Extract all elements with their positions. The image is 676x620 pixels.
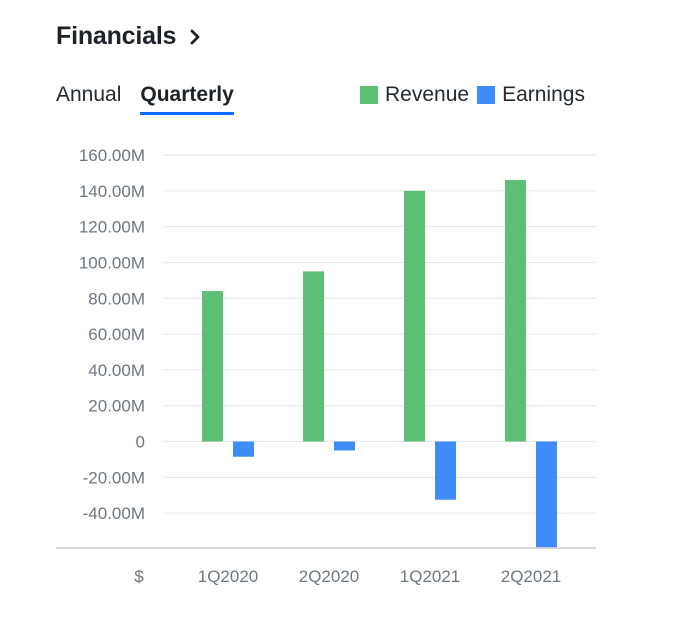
x-tick-label: 2Q2021 (501, 567, 562, 586)
y-tick-label: 140.00M (79, 182, 145, 201)
currency-label: $ (134, 567, 144, 586)
y-tick-label: 120.00M (79, 218, 145, 237)
legend-item-earnings: Earnings (477, 83, 585, 107)
earnings-bar (334, 441, 355, 451)
y-tick-label: 60.00M (88, 325, 145, 344)
revenue-bar (202, 291, 223, 442)
revenue-bar (505, 180, 526, 442)
chart-legend: Revenue Earnings (360, 83, 585, 107)
chevron-right-icon[interactable] (188, 25, 204, 49)
x-tick-label: 1Q2021 (400, 567, 461, 586)
y-tick-label: 0 (136, 433, 145, 452)
earnings-bar (233, 441, 254, 457)
earnings-bar (536, 441, 557, 548)
revenue-swatch (360, 86, 378, 104)
legend-label-earnings: Earnings (502, 83, 585, 106)
legend-label-revenue: Revenue (385, 83, 470, 106)
legend-item-revenue: Revenue (360, 83, 469, 107)
financials-header[interactable]: Financials (56, 22, 204, 51)
y-tick-label: 40.00M (88, 361, 145, 380)
y-tick-label: 100.00M (79, 253, 145, 272)
tab-quarterly[interactable]: Quarterly (140, 83, 234, 115)
y-tick-label: 20.00M (88, 397, 145, 416)
tab-annual[interactable]: Annual (56, 83, 122, 106)
period-tabs: Annual Quarterly (56, 83, 234, 115)
x-tick-label: 1Q2020 (198, 567, 259, 586)
x-tick-label: 2Q2020 (299, 567, 360, 586)
section-title[interactable]: Financials (56, 22, 177, 50)
y-tick-label: -20.00M (83, 468, 145, 487)
revenue-bar (404, 190, 425, 442)
y-tick-label: 160.00M (79, 146, 145, 165)
revenue-bar (303, 271, 324, 442)
y-tick-label: -40.00M (83, 504, 145, 523)
earnings-bar (435, 441, 456, 500)
y-tick-label: 80.00M (88, 289, 145, 308)
earnings-swatch (477, 86, 496, 104)
